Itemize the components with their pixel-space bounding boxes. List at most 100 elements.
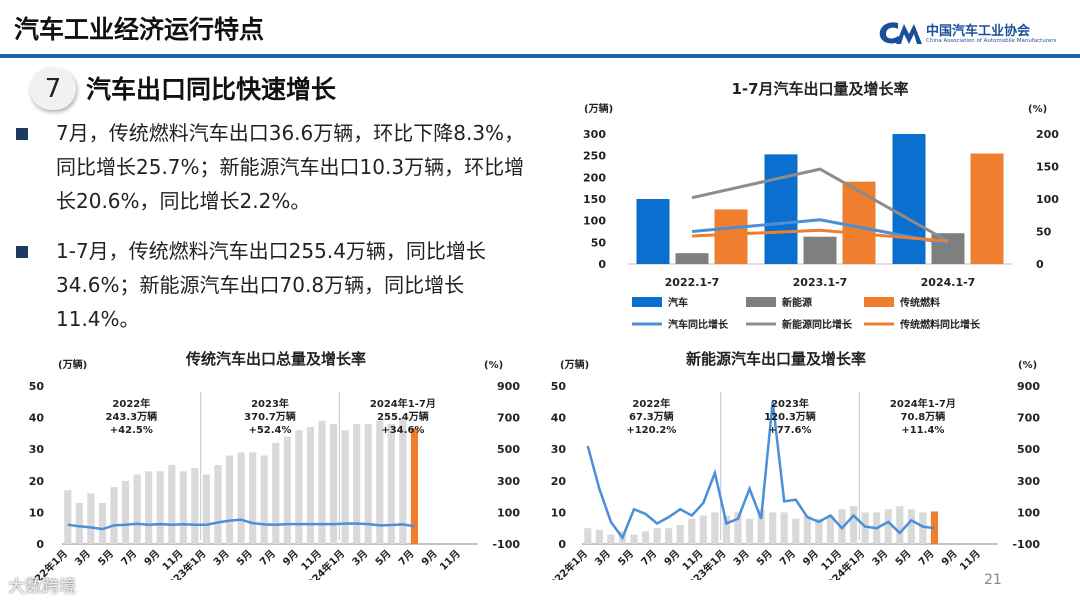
bar (745, 518, 754, 544)
bar (410, 428, 419, 544)
bar (318, 420, 326, 544)
bar (98, 502, 107, 544)
x-tick-label: 7月 (119, 548, 139, 568)
section-number-badge: 7 (30, 68, 76, 110)
page-title: 汽车工业经济运行特点 (14, 15, 265, 44)
x-tick-label: 9月 (801, 548, 821, 568)
bar (722, 515, 731, 544)
bar (376, 420, 384, 544)
y-axis-unit: (万辆) (560, 358, 589, 371)
bar (387, 423, 395, 544)
bullet-square-icon (16, 128, 28, 140)
chart-title: 新能源汽车出口量及增长率 (686, 350, 866, 368)
legend-label: 传统燃料 (899, 296, 940, 309)
bar (75, 502, 83, 544)
bar (87, 493, 95, 544)
x-tick-label: 3月 (870, 548, 890, 568)
export-volume-growth-chart: 1-7月汽车出口量及增长率 (万辆) (%) 0 50 100 150 200 250 300 0 5… (583, 80, 1059, 331)
bar (630, 534, 638, 544)
bar (769, 512, 777, 544)
bar (896, 506, 904, 544)
y-axis-unit: (万辆) (584, 102, 613, 115)
y2-tick-label: 300 (497, 475, 520, 488)
x-tick-label: 2023.1-7 (793, 276, 848, 289)
y2-tick-label: 500 (1017, 443, 1040, 456)
y2-tick-label: 500 (497, 443, 520, 456)
bar (168, 465, 176, 544)
y2-tick-label: 100 (497, 506, 520, 519)
y2-axis-unit: (%) (1028, 104, 1047, 115)
bar-新能源 (931, 233, 965, 264)
y2-tick-label: 700 (497, 412, 520, 425)
bar (826, 515, 835, 544)
legend-label: 汽车同比增长 (668, 318, 729, 331)
y-tick-label: 0 (558, 538, 566, 551)
bar (283, 436, 291, 544)
bar (110, 487, 118, 544)
x-tick-label: 5月 (234, 548, 254, 568)
y2-tick-label: 50 (1036, 226, 1052, 239)
line-传统燃料同比增长 (691, 228, 949, 243)
y-tick-label: 20 (29, 475, 45, 488)
y2-tick-label: 900 (497, 380, 520, 393)
x-tick-label: 5月 (96, 548, 116, 568)
bar (711, 512, 719, 544)
bar (191, 468, 199, 544)
x-tick-label: 2022.1-7 (665, 276, 720, 289)
bullet-item: 1-7月，传统燃料汽车出口255.4万辆，同比增长34.6%；新能源汽车出口70… (16, 234, 536, 344)
header-divider (0, 54, 1080, 58)
annotation-growth: +42.5% (110, 425, 153, 436)
bar (237, 452, 245, 544)
nev-export-chart: 新能源汽车出口量及增长率 (万辆) (%) 0 10 20 30 40 50 -100 100 300… (542, 350, 1040, 580)
y-tick-label: 250 (583, 150, 606, 163)
bar (133, 474, 141, 544)
y-axis-unit: (万辆) (58, 358, 87, 371)
legend-swatch (746, 297, 776, 307)
x-tick-label: 9月 (939, 548, 959, 568)
y-tick-label: 0 (598, 258, 606, 271)
x-tick-label: 7月 (396, 548, 416, 568)
bar-新能源 (675, 253, 709, 264)
x-tick-label: 11月 (957, 548, 982, 573)
growth-line (67, 518, 415, 531)
annotation-growth: +52.4% (248, 425, 291, 436)
x-tick-label: 3月 (350, 548, 370, 568)
bar (306, 427, 315, 544)
legend-label: 新能源同比增长 (782, 318, 853, 331)
bar (734, 512, 742, 544)
y-tick-label: 150 (583, 193, 606, 206)
y-tick-label: 30 (551, 443, 567, 456)
bar (145, 471, 153, 544)
bar-新能源 (803, 236, 837, 264)
bar (595, 529, 603, 544)
x-tick-label: 5月 (616, 548, 636, 568)
y2-tick-label: -100 (1012, 538, 1040, 551)
bar (757, 509, 765, 544)
caam-logo-icon (879, 22, 922, 44)
y2-tick-label: 0 (1036, 258, 1044, 271)
bullet-item: 7月，传统燃料汽车出口36.6万辆，环比下降8.3%，同比增长25.7%；新能源… (16, 116, 536, 226)
bullet-text: 1-7月，传统燃料汽车出口255.4万辆，同比增长34.6%；新能源汽车出口70… (56, 239, 486, 331)
bar (607, 534, 615, 544)
growth-line (586, 401, 935, 541)
y2-tick-label: 700 (1017, 412, 1040, 425)
bar (295, 430, 303, 544)
bar (214, 465, 222, 544)
bar-传统燃料 (970, 153, 1004, 264)
y2-tick-label: 200 (1036, 128, 1059, 141)
x-tick-label: 2024.1-7 (921, 276, 976, 289)
bar (884, 509, 892, 544)
bar (849, 506, 858, 544)
bar-汽车 (764, 154, 798, 264)
x-tick-label: 2022年1月 (542, 547, 590, 580)
annotation-year: 2023年 (771, 397, 809, 410)
annotation-volume: 370.7万辆 (244, 410, 296, 423)
annotation-volume: 255.4万辆 (377, 410, 429, 423)
chart-title: 1-7月汽车出口量及增长率 (731, 80, 908, 98)
x-tick-label: 9月 (281, 548, 301, 568)
legend-label: 汽车 (668, 296, 688, 309)
legend-label: 新能源 (782, 296, 812, 309)
x-tick-label: 7月 (916, 548, 936, 568)
x-tick-label: 9月 (142, 548, 162, 568)
y-tick-label: 100 (583, 215, 606, 228)
